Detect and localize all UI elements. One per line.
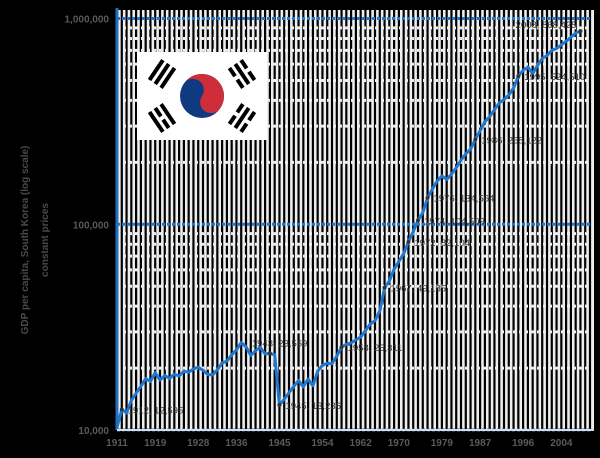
annotation-label: 1912, 12,595 [128,405,183,416]
annotation-marker [425,195,430,200]
annotation-label: 1972, 82,104 [414,238,469,249]
annotation-label: 2008, 868,425 [516,20,577,31]
gdp-line [115,29,581,428]
x-tick-label: 1945 [268,438,291,449]
annotation-marker [473,137,478,142]
y-axis-label-line-2: constant prices [40,203,51,277]
annotation-label: 1958, 25,311 [348,343,403,354]
y-gridlines [117,17,590,432]
annotation-label: 1986, 258,122 [481,136,542,147]
x-tick-labels: 1911 1919 1928 1936 1945 1954 1962 1970 1979 1987… [106,438,573,449]
x-tick-label: 1962 [350,438,373,449]
annotation-label: 1943, 23,569 [252,338,307,349]
x-tick-label: 1928 [187,438,210,449]
annotation-label: 1974, 104,509 [424,216,485,227]
annotation-marker [267,351,272,356]
annotation-marker [277,402,282,407]
x-tick-label: 1996 [512,438,535,449]
x-tick-label: 1954 [311,438,334,449]
annotation-label: 1995, 524,510 [524,72,585,83]
x-tick-label: 1919 [144,438,167,449]
data-annotations: 1912, 12,595 1943, 23,569 1945, 13,236 1958… [119,20,585,416]
annotation-marker [382,285,387,290]
annotation-marker [339,345,344,350]
annotation-label: 1976, 134,564 [434,194,495,205]
annotation-marker [119,407,124,412]
y-tick-label: 1,000,000 [65,15,110,26]
annotation-marker [406,239,411,244]
y-tick-label: 10,000 [78,426,109,437]
x-tick-label: 1970 [388,438,411,449]
annotation-label: 1945, 13,236 [285,401,340,412]
y-tick-label: 100,000 [73,220,110,231]
flag-of-south-korea [137,52,267,140]
annotation-label: 1967, 49,185 [391,284,446,295]
x-tick-label: 2004 [550,438,573,449]
x-tick-label: 1979 [431,438,454,449]
y-axis-label-line-1: GDP per capita, South Korea (log scale) [20,146,31,335]
x-tick-label: 1936 [225,438,248,449]
x-tick-label: 1987 [469,438,492,449]
x-tick-label: 1911 [106,438,128,449]
annotation-marker [516,74,521,79]
y-axis-label: GDP per capita, South Korea (log scale) … [20,146,51,335]
annotation-marker [578,29,583,34]
y-tick-labels: 10,000 100,000 1,000,000 [65,15,110,437]
annotation-marker [416,218,420,223]
